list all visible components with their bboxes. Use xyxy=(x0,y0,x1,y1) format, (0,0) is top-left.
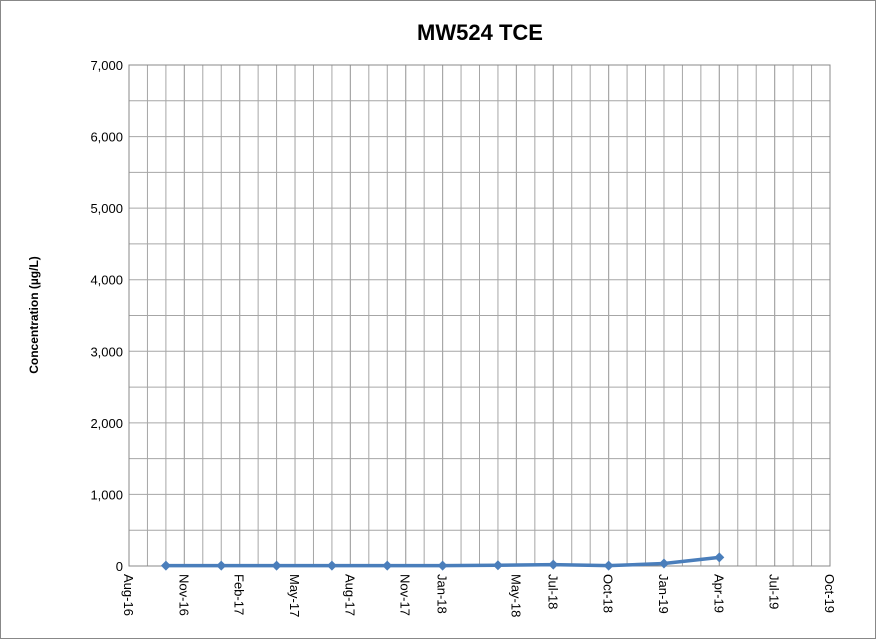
data-point xyxy=(437,560,448,571)
x-tick-label: Jul-19 xyxy=(767,574,782,609)
x-tick-label: Aug-17 xyxy=(342,574,357,616)
y-tick-label: 0 xyxy=(116,559,123,574)
y-tick-label: 4,000 xyxy=(90,273,123,288)
data-point xyxy=(714,552,725,563)
x-tick-label: Nov-17 xyxy=(398,574,413,616)
y-axis-label: Concentration (µg/L) xyxy=(27,256,41,374)
x-tick-label: Jul-18 xyxy=(545,574,560,609)
y-tick-label: 7,000 xyxy=(90,58,123,73)
y-tick-label: 3,000 xyxy=(90,344,123,359)
y-tick-label: 6,000 xyxy=(90,130,123,145)
x-tick-label: Oct-19 xyxy=(822,574,837,613)
data-point xyxy=(603,560,614,571)
data-point xyxy=(658,558,669,569)
x-tick-label: Jan-18 xyxy=(435,574,450,614)
x-tick-label: May-18 xyxy=(508,574,523,617)
x-tick-label: Oct-18 xyxy=(601,574,616,613)
x-tick-label: May-17 xyxy=(287,574,302,617)
x-tick-label: Nov-16 xyxy=(176,574,191,616)
data-point xyxy=(382,560,393,571)
data-point xyxy=(271,560,282,571)
data-point xyxy=(216,560,227,571)
data-point xyxy=(548,559,559,570)
chart-title: MW524 TCE xyxy=(417,20,543,45)
data-point xyxy=(160,560,171,571)
x-tick-label: Jan-19 xyxy=(656,574,671,614)
data-point xyxy=(492,560,503,571)
y-tick-label: 2,000 xyxy=(90,416,123,431)
x-tick-label: Feb-17 xyxy=(232,574,247,615)
data-point xyxy=(326,560,337,571)
x-tick-label: Apr-19 xyxy=(711,574,726,613)
y-tick-label: 1,000 xyxy=(90,487,123,502)
y-tick-label: 5,000 xyxy=(90,201,123,216)
x-tick-label: Aug-16 xyxy=(121,574,136,616)
